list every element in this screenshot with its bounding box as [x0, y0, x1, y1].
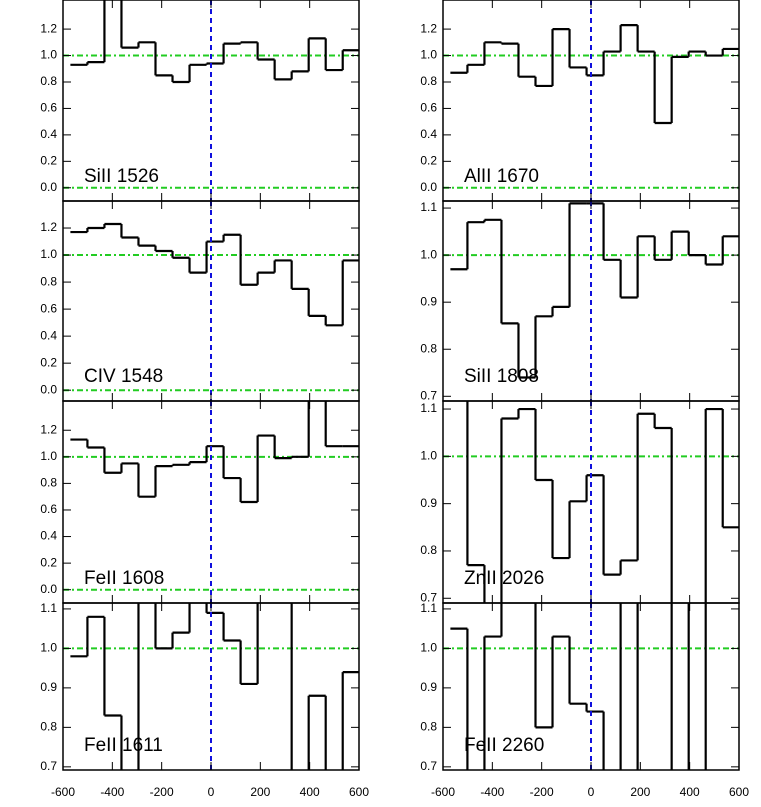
y-tick-label: 0.4 [40, 328, 57, 342]
y-tick-label: 0.9 [420, 680, 437, 694]
x-tick-label: 200 [250, 785, 270, 799]
y-tick-label: 0.0 [40, 382, 57, 396]
y-tick-label: 1.1 [420, 401, 437, 415]
panel-label: ZnII 2026 [464, 568, 544, 589]
plot-area [443, 401, 739, 603]
y-tick-label: 0.0 [40, 180, 57, 194]
plot-area [63, 603, 359, 770]
y-tick-label: 0.7 [420, 759, 437, 773]
plot-area [63, 401, 359, 603]
y-tick-label: 1.1 [420, 601, 437, 615]
y-tick-label: 1.0 [420, 48, 437, 62]
y-tick-label: 0.4 [40, 127, 57, 141]
y-tick-label: 0.2 [40, 555, 57, 569]
panel-label: CIV 1548 [84, 366, 163, 387]
y-tick-label: 1.1 [40, 601, 57, 615]
y-tick-label: 1.0 [420, 641, 437, 655]
y-tick-label: 0.6 [40, 301, 57, 315]
y-tick-label: 1.2 [420, 21, 437, 35]
x-tick-label: 400 [680, 785, 700, 799]
panel: 0.0 0.2 0.4 0.6 0.8 1.0 1.2 FeII 1608 [40, 400, 360, 604]
y-tick-label: 0.6 [420, 101, 437, 115]
plot-area [63, 0, 359, 201]
y-tick-label: 0.7 [40, 759, 57, 773]
panel: 0.7 0.8 0.9 1.0 1.1 ZnII 2026 [420, 400, 740, 604]
panel: 0.7 0.8 0.9 1.0 1.1 -600 -400 -200 0 200 400 600 FeI… [420, 601, 749, 799]
y-tick-label: 1.0 [420, 449, 437, 463]
y-tick-label: 0.7 [420, 388, 437, 402]
x-tick-label: -600 [431, 785, 455, 799]
panel: 0.7 0.8 0.9 1.0 1.1 SiII 1808 [420, 200, 740, 402]
x-tick-label: -200 [150, 785, 174, 799]
y-tick-label: 1.0 [40, 449, 57, 463]
plot-area [443, 0, 739, 201]
x-tick-label: 600 [349, 785, 369, 799]
x-tick-label: -400 [480, 785, 504, 799]
y-tick-label: 1.0 [40, 247, 57, 261]
y-tick-label: 0.2 [420, 154, 437, 168]
plot-area [443, 201, 739, 401]
panel-label: FeII 2260 [464, 735, 544, 756]
x-tick-label: -200 [530, 785, 554, 799]
y-tick-label: 0.0 [40, 582, 57, 596]
y-tick-label: 1.2 [40, 21, 57, 35]
y-tick-label: 0.7 [420, 590, 437, 604]
panel: 0.0 0.2 0.4 0.6 0.8 1.0 1.2 SiII 1526 [40, 0, 360, 202]
panel-label: FeII 1611 [84, 735, 163, 756]
y-tick-label: 0.9 [40, 680, 57, 694]
plot-area [443, 603, 739, 770]
x-tick-label: -400 [100, 785, 124, 799]
panel-label: FeII 1608 [84, 568, 164, 589]
y-tick-label: 0.0 [420, 180, 437, 194]
y-tick-label: 0.6 [40, 101, 57, 115]
y-tick-label: 1.2 [40, 220, 57, 234]
panel-label: SiII 1808 [464, 366, 539, 387]
x-tick-label: 0 [208, 785, 215, 799]
y-tick-label: 0.4 [420, 127, 437, 141]
y-tick-label: 1.0 [40, 48, 57, 62]
plot-area [63, 201, 359, 401]
y-tick-label: 0.2 [40, 154, 57, 168]
y-tick-label: 0.8 [420, 74, 437, 88]
y-tick-label: 1.0 [40, 641, 57, 655]
y-tick-label: 1.0 [420, 247, 437, 261]
x-tick-label: 400 [300, 785, 320, 799]
x-tick-label: 0 [588, 785, 595, 799]
y-tick-label: 0.6 [40, 502, 57, 516]
x-tick-label: 600 [729, 785, 749, 799]
y-tick-label: 0.8 [420, 543, 437, 557]
y-tick-label: 0.9 [420, 496, 437, 510]
x-tick-label: -600 [51, 785, 75, 799]
y-tick-label: 0.2 [40, 355, 57, 369]
y-tick-label: 0.8 [420, 341, 437, 355]
y-tick-label: 0.8 [40, 476, 57, 490]
y-tick-label: 0.8 [40, 720, 57, 734]
y-tick-label: 0.8 [40, 74, 57, 88]
y-tick-label: 0.9 [420, 294, 437, 308]
panel: 0.7 0.8 0.9 1.0 1.1 -600 -400 -200 0 200 400 600 FeI… [40, 601, 369, 799]
panel-label: SiII 1526 [84, 166, 159, 187]
panel: 0.0 0.2 0.4 0.6 0.8 1.0 1.2 CIV 1548 [40, 200, 360, 402]
y-tick-label: 1.2 [40, 422, 57, 436]
x-tick-label: 200 [630, 785, 650, 799]
y-tick-label: 0.8 [420, 720, 437, 734]
y-tick-label: 1.1 [420, 200, 437, 214]
y-tick-label: 0.4 [40, 529, 57, 543]
panel-label: AlII 1670 [464, 166, 539, 187]
panel: 0.0 0.2 0.4 0.6 0.8 1.0 1.2 AlII 1670 [420, 0, 740, 202]
y-tick-label: 0.8 [40, 274, 57, 288]
